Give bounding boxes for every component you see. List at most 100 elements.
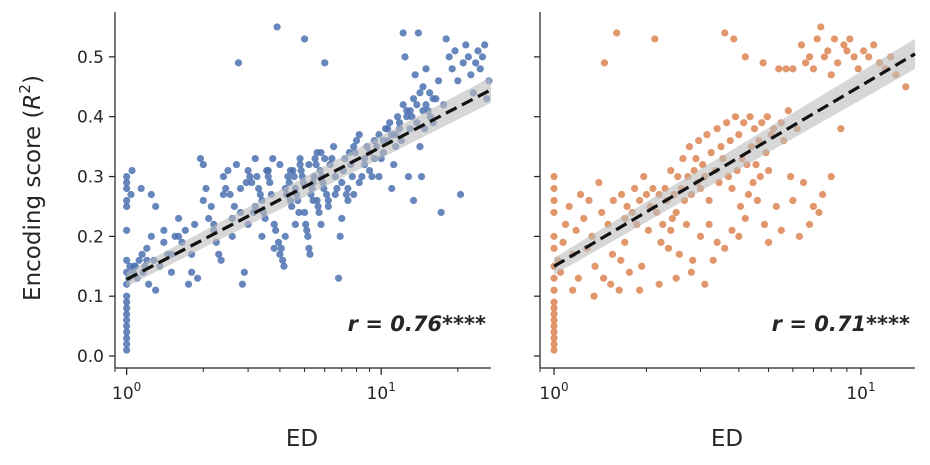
scatter-point xyxy=(270,244,278,252)
scatter-point xyxy=(384,125,392,133)
scatter-point xyxy=(638,262,646,270)
scatter-point xyxy=(123,202,131,211)
scatter-point xyxy=(572,226,580,234)
scatter-point xyxy=(276,160,284,169)
scatter-point xyxy=(123,172,131,181)
scatter-point xyxy=(300,35,309,43)
scatter-point xyxy=(322,190,331,199)
scatter-point xyxy=(749,178,757,187)
scatter-point xyxy=(625,268,633,276)
scatter-point xyxy=(390,160,398,169)
scatter-point xyxy=(305,160,313,169)
scatter-point xyxy=(735,232,743,240)
scatter-point xyxy=(300,208,309,217)
scatter-point xyxy=(279,256,287,264)
scatter-point xyxy=(248,178,256,187)
scatter-point xyxy=(328,154,336,163)
scatter-point xyxy=(352,137,361,145)
scatter-point xyxy=(827,71,835,79)
scatter-point xyxy=(731,113,740,121)
scatter-point xyxy=(672,274,680,282)
scatter-point xyxy=(123,346,131,354)
scatter-point xyxy=(713,125,721,133)
scatter-point xyxy=(598,208,606,217)
scatter-point xyxy=(655,280,663,288)
scatter-point xyxy=(846,35,854,43)
scatter-point xyxy=(565,202,573,211)
correlation-annotation-left: r = 0.76**** xyxy=(348,312,486,336)
y-tick-label: 0.5 xyxy=(77,48,104,68)
scatter-point xyxy=(550,244,558,252)
scatter-point xyxy=(617,256,625,264)
scatter-point xyxy=(608,250,617,258)
scatter-point xyxy=(152,286,160,294)
scatter-point xyxy=(199,160,207,169)
scatter-point xyxy=(138,250,146,258)
scatter-point xyxy=(464,53,472,61)
scatter-point xyxy=(305,244,313,252)
scatter-point xyxy=(705,196,713,205)
scatter-point xyxy=(406,107,414,115)
scatter-point xyxy=(599,274,608,282)
scatter-point xyxy=(809,202,818,211)
scatter-point xyxy=(442,35,450,43)
scatter-point xyxy=(269,154,277,163)
scatter-point xyxy=(476,65,484,73)
scatter-point xyxy=(194,274,202,282)
scatter-point xyxy=(309,196,317,205)
scatter-point xyxy=(830,35,839,43)
scatter-point xyxy=(651,35,659,43)
left-panel: 0.0 0.1 0.2 0.3 0.4 0.5 100 101 xyxy=(77,12,493,404)
scatter-point xyxy=(741,53,749,61)
scatter-point xyxy=(799,178,808,187)
scatter-point xyxy=(276,250,284,258)
scatter-point xyxy=(342,190,351,199)
scatter-point xyxy=(728,184,736,193)
scatter-point xyxy=(303,226,311,234)
scatter-point xyxy=(127,190,135,199)
scatter-point xyxy=(478,53,487,61)
scatter-point xyxy=(123,298,131,306)
scatter-point xyxy=(123,292,131,300)
scatter-point xyxy=(687,268,695,276)
scatter-point xyxy=(809,65,818,73)
scatter-point xyxy=(188,268,196,276)
scatter-point xyxy=(740,119,748,127)
scatter-point xyxy=(258,232,266,240)
scatter-point xyxy=(859,47,868,55)
scatter-point xyxy=(717,143,725,151)
scatter-point xyxy=(815,208,823,217)
scatter-point xyxy=(623,202,631,211)
scatter-point xyxy=(746,113,754,121)
scatter-point xyxy=(314,202,322,211)
scatter-point xyxy=(365,166,374,175)
scatter-point xyxy=(703,131,711,139)
scatter-point xyxy=(135,256,143,264)
scatter-point xyxy=(607,280,615,288)
scatter-point xyxy=(721,244,729,252)
scatter-point xyxy=(281,232,289,240)
scatter-point xyxy=(230,202,238,211)
scatter-point xyxy=(242,178,250,187)
scatter-point xyxy=(550,274,558,282)
scatter-point xyxy=(404,172,413,181)
scatter-point xyxy=(750,125,759,133)
scatter-point xyxy=(284,172,292,181)
regression-line xyxy=(125,88,492,281)
scatter-point xyxy=(422,65,430,73)
scatter-point xyxy=(321,59,329,67)
scatter-point xyxy=(668,214,676,223)
scatter-point xyxy=(226,190,234,199)
scatter-point xyxy=(274,238,283,246)
scatter-point xyxy=(824,47,832,55)
scatter-point xyxy=(550,184,558,193)
scatter-point xyxy=(409,196,418,205)
scatter-point xyxy=(756,172,764,181)
scatter-point xyxy=(843,47,851,55)
scatter-point xyxy=(837,125,845,133)
scatter-point xyxy=(184,280,193,288)
y-tick-label: 0.2 xyxy=(77,227,104,247)
scatter-point xyxy=(630,184,639,193)
scatter-point xyxy=(329,143,338,151)
scatter-point xyxy=(207,202,215,211)
